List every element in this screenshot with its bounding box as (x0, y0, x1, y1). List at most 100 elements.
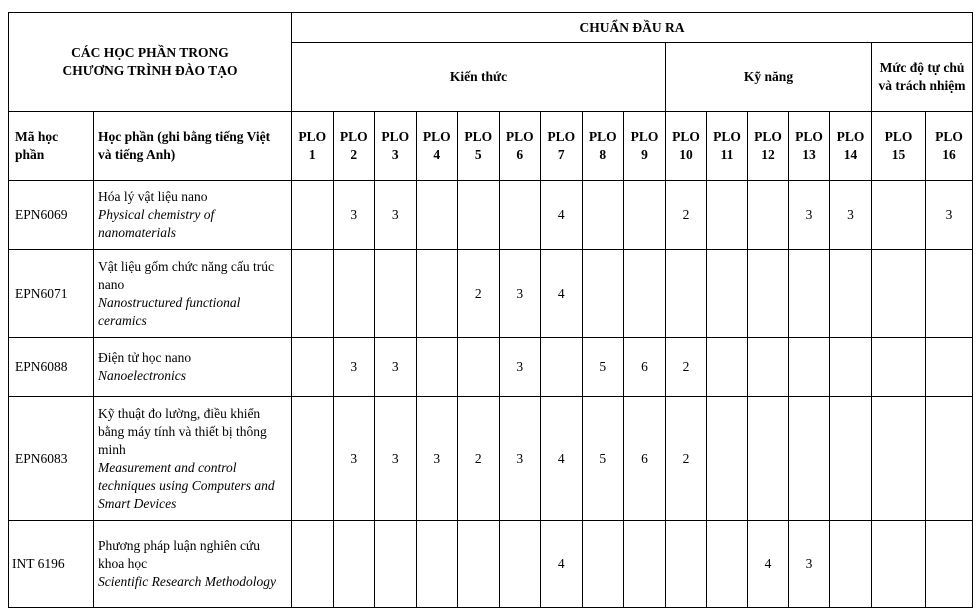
plo-1-value (291, 337, 334, 397)
table-row: EPN6083 Kỹ thuật đo lường, điều khiển bằn… (8, 396, 973, 521)
plo-header-6: PLO 6 (498, 111, 541, 181)
plo-2-value (332, 249, 375, 338)
plo-11-value (706, 396, 748, 521)
plo-15-value (871, 249, 926, 338)
plo-header-4: PLO 4 (415, 111, 458, 181)
course-column-header: Học phần (ghi bằng tiếng Việt và tiếng A… (93, 111, 292, 181)
plo-3-value (374, 520, 417, 608)
plo-13-value: 3 (788, 520, 830, 608)
plo-16-value (925, 337, 973, 397)
plo-header-1: PLO 1 (291, 111, 334, 181)
plo-12-value (747, 249, 789, 338)
plo-16-value: 3 (925, 180, 973, 250)
course-name-en: Nanoelectronics (98, 368, 186, 383)
plo-12-value (747, 180, 789, 250)
plo-10-value: 2 (665, 396, 707, 521)
course-code: EPN6088 (8, 337, 94, 397)
plo-10-value (665, 520, 707, 608)
course-name-vi: Điện tử học nano (98, 350, 192, 365)
plo-6-value (498, 520, 541, 608)
plo-12-value (747, 396, 789, 521)
table-row: EPN6088 Điện tử học nano Nanoelectronics 3 3… (8, 337, 973, 397)
plo-6-value: 3 (498, 337, 541, 397)
plo-11-value (706, 180, 748, 250)
plo-1-value (291, 249, 334, 338)
course-name-cell: Vật liệu gốm chức năng cấu trúc nano Nano… (93, 249, 292, 338)
plo-header-10: PLO 10 (665, 111, 707, 181)
plo-header-16: PLO 16 (925, 111, 973, 181)
plo-8-value (581, 180, 624, 250)
plo-13-value: 3 (788, 180, 830, 250)
plo-5-value: 2 (457, 249, 500, 338)
plo-3-value: 3 (374, 396, 417, 521)
plo-header-5: PLO 5 (457, 111, 500, 181)
plo-8-value: 5 (581, 396, 624, 521)
course-name-vi: Phương pháp luận nghiên cứu khoa học (98, 538, 260, 571)
course-name-cell: Kỹ thuật đo lường, điều khiển bằng máy t… (93, 396, 292, 521)
code-column-header: Mã học phần (8, 111, 94, 181)
plo-header-13: PLO 13 (788, 111, 830, 181)
plo-16-value (925, 249, 973, 338)
plo-7-value: 4 (540, 520, 583, 608)
plo-14-value (829, 520, 872, 608)
plo-5-value (457, 337, 500, 397)
outcomes-matrix-table: CÁC HỌC PHẦN TRONG CHƯƠNG TRÌNH ĐÀO TẠO … (8, 12, 973, 608)
plo-6-value: 3 (498, 396, 541, 521)
plo-header-9: PLO 9 (623, 111, 666, 181)
plo-header-11: PLO 11 (706, 111, 748, 181)
plo-8-value: 5 (581, 337, 624, 397)
course-code: EPN6083 (8, 396, 94, 521)
course-code: EPN6069 (8, 180, 94, 250)
plo-8-value (581, 249, 624, 338)
course-name-cell: Điện tử học nano Nanoelectronics (93, 337, 292, 397)
course-code: INT 6196 (8, 520, 94, 608)
plo-7-value (540, 337, 583, 397)
plo-2-value: 3 (332, 337, 375, 397)
plo-2-value: 3 (332, 180, 375, 250)
group-title: CÁC HỌC PHẦN TRONG CHƯƠNG TRÌNH ĐÀO TẠO (8, 12, 292, 112)
plo-1-value (291, 396, 334, 521)
plo-15-value (871, 180, 926, 250)
plo-header-8: PLO 8 (581, 111, 624, 181)
plo-9-value (623, 249, 666, 338)
table-row: EPN6071 Vật liệu gốm chức năng cấu trúc n… (8, 249, 973, 338)
plo-header-14: PLO 14 (829, 111, 872, 181)
plo-13-value (788, 396, 830, 521)
plo-13-value (788, 337, 830, 397)
course-name-cell: Hóa lý vật liệu nano Physical chemistry o… (93, 180, 292, 250)
plo-12-value: 4 (747, 520, 789, 608)
course-name-en: Physical chemistry of nanomaterials (98, 207, 215, 240)
knowledge-header: Kiến thức (291, 42, 666, 112)
plo-15-value (871, 520, 926, 608)
plo-2-value (332, 520, 375, 608)
plo-16-value (925, 396, 973, 521)
plo-7-value: 4 (540, 249, 583, 338)
plo-14-value (829, 249, 872, 338)
plo-6-value: 3 (498, 249, 541, 338)
plo-5-value (457, 180, 500, 250)
plo-13-value (788, 249, 830, 338)
autonomy-header: Mức độ tự chủ và trách nhiệm (871, 42, 973, 112)
plo-2-value: 3 (332, 396, 375, 521)
plo-14-value: 3 (829, 180, 872, 250)
plo-15-value (871, 337, 926, 397)
plo-header-12: PLO 12 (747, 111, 789, 181)
plo-10-value: 2 (665, 337, 707, 397)
plo-header-7: PLO 7 (540, 111, 583, 181)
plo-11-value (706, 337, 748, 397)
plo-header-2: PLO 2 (332, 111, 375, 181)
plo-7-value: 4 (540, 180, 583, 250)
plo-10-value: 2 (665, 180, 707, 250)
course-name-en: Measurement and control techniques using… (98, 459, 275, 511)
plo-14-value (829, 337, 872, 397)
course-name-vi: Kỹ thuật đo lường, điều khiển bằng máy t… (98, 405, 267, 457)
plo-1-value (291, 180, 334, 250)
plo-14-value (829, 396, 872, 521)
course-code: EPN6071 (8, 249, 94, 338)
plo-4-value (415, 249, 458, 338)
table-row: EPN6069 Hóa lý vật liệu nano Physical chem… (8, 180, 973, 250)
plo-16-value (925, 520, 973, 608)
plo-3-value (374, 249, 417, 338)
plo-10-value (665, 249, 707, 338)
course-name-en: Nanostructured functional ceramics (98, 294, 241, 328)
